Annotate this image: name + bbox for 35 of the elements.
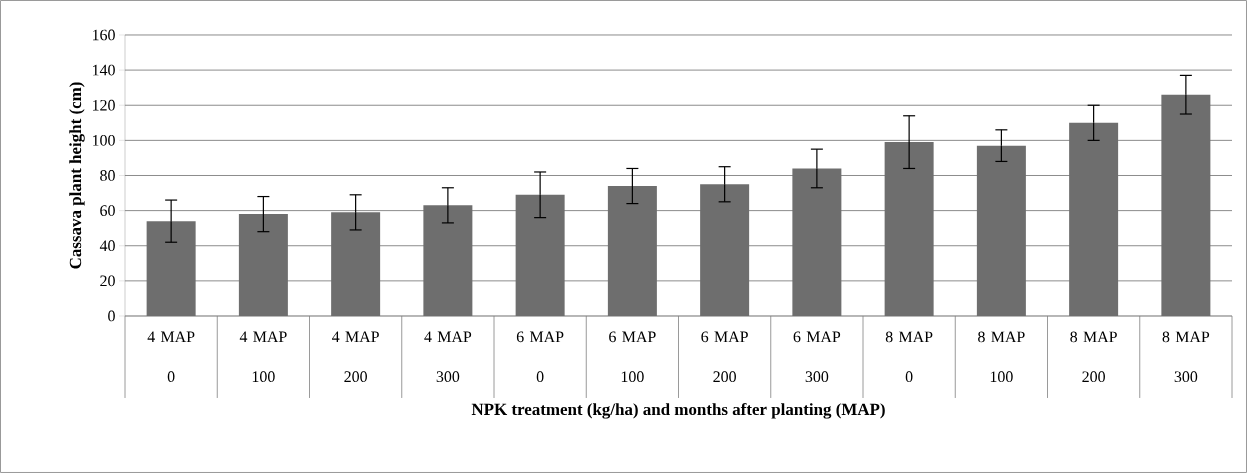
- bar: [976, 145, 1026, 316]
- y-tick-label: 160: [92, 29, 115, 41]
- category-label: 8 MAP 200: [1070, 331, 1117, 383]
- category-label: 6 MAP 300: [793, 331, 841, 383]
- y-tick-label: 120: [92, 99, 115, 111]
- category-label: 8 MAP 100: [978, 331, 1025, 383]
- bar: [792, 168, 842, 316]
- category-label: 6 MAP 200: [701, 331, 748, 383]
- y-tick-label: 60: [100, 205, 115, 216]
- category-label: 6 MAP 0: [516, 331, 564, 383]
- bar: [1161, 94, 1211, 316]
- bar: [331, 212, 381, 316]
- bar: [515, 194, 565, 316]
- category-label: 4 MAP 300: [424, 331, 472, 383]
- y-tick-label: 100: [92, 134, 115, 146]
- bar: [607, 186, 657, 316]
- y-tick-label: 140: [92, 64, 115, 76]
- y-axis-title: Cassava plant height (cm): [69, 82, 85, 269]
- y-tick-label: 40: [99, 240, 115, 252]
- bar: [1069, 122, 1119, 316]
- bar: [423, 205, 473, 316]
- category-label: 6 MAP 100: [609, 331, 656, 383]
- y-tick-label: 0: [108, 310, 115, 322]
- bar: [884, 142, 934, 316]
- category-label: 4 MAP 100: [239, 331, 287, 383]
- y-tick-label: 20: [100, 275, 115, 287]
- y-tick-label: 80: [100, 170, 115, 181]
- category-label: 8 MAP 300: [1162, 331, 1210, 383]
- bar: [238, 214, 288, 316]
- category-label: 4 MAP 0: [147, 331, 195, 383]
- x-axis-title: NPK treatment (kg/ha) and months after planting (MAP): [471, 402, 885, 419]
- category-label: 4 MAP 200: [332, 331, 379, 383]
- bar: [146, 221, 196, 316]
- category-label: 8 MAP 0: [885, 331, 933, 383]
- bar: [700, 184, 750, 316]
